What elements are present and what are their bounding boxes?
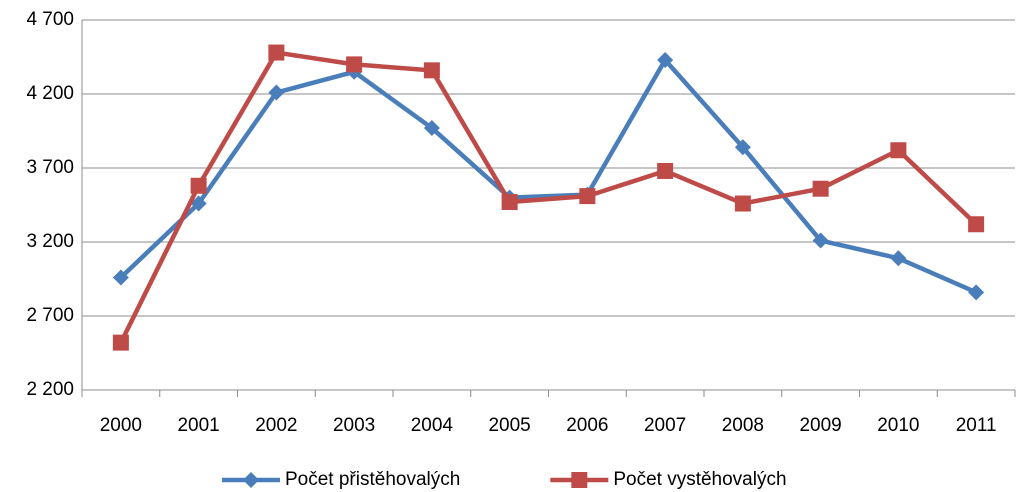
point-marker	[812, 232, 829, 249]
legend-marker	[243, 472, 259, 488]
point-marker	[890, 250, 907, 267]
x-tick-label: 2007	[644, 415, 686, 436]
x-tick-label: 2006	[566, 415, 608, 436]
x-tick-label: 2008	[722, 415, 764, 436]
point-marker	[812, 180, 829, 197]
y-tick-label: 4 200	[26, 83, 74, 104]
x-tick-label: 2004	[411, 415, 454, 436]
point-marker	[734, 195, 751, 212]
point-marker	[423, 120, 440, 137]
legend-label: Počet vystěhovalých	[613, 469, 786, 490]
point-marker	[734, 139, 751, 156]
legend-marker	[571, 472, 588, 488]
x-tick-label: 2002	[255, 415, 297, 436]
x-tick-label: 2003	[333, 415, 375, 436]
x-tick-label: 2000	[100, 415, 142, 436]
legend-label: Počet přistěhovalých	[285, 469, 460, 490]
x-tick-label: 2001	[177, 415, 219, 436]
point-marker	[190, 195, 207, 212]
point-marker	[579, 188, 596, 205]
y-tick-label: 3 700	[26, 157, 74, 178]
y-tick-label: 4 700	[26, 9, 74, 30]
series-line	[119, 57, 978, 295]
point-marker	[268, 44, 285, 61]
point-marker	[190, 177, 207, 194]
point-marker	[501, 194, 518, 211]
y-tick-label: 2 700	[26, 305, 74, 326]
point-marker	[657, 162, 674, 179]
point-marker	[346, 56, 363, 73]
x-tick-label: 2010	[877, 415, 919, 436]
point-marker	[112, 269, 129, 286]
point-marker	[268, 84, 285, 101]
y-tick-label: 2 200	[26, 379, 74, 400]
point-marker	[112, 334, 129, 351]
y-tick-label: 3 200	[26, 231, 74, 252]
point-marker	[968, 284, 985, 301]
x-tick-label: 2009	[799, 415, 841, 436]
point-marker	[423, 62, 440, 79]
point-marker	[657, 51, 674, 68]
series-line	[118, 50, 978, 344]
x-tick-label: 2005	[488, 415, 530, 436]
point-marker	[968, 216, 985, 233]
point-marker	[890, 142, 907, 159]
x-tick-label: 2011	[956, 415, 997, 436]
